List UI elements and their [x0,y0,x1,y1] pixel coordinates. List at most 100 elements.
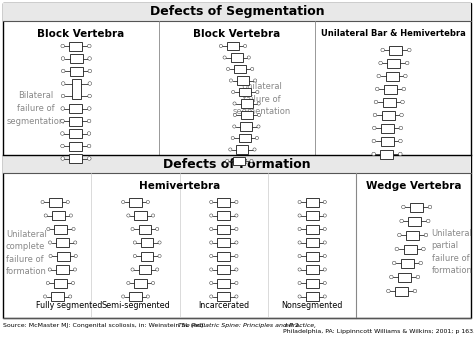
Circle shape [88,94,91,98]
Circle shape [88,44,91,48]
Bar [406,231,419,239]
Bar [234,65,246,73]
Circle shape [47,227,50,231]
Text: Incarcerated: Incarcerated [198,301,249,311]
Circle shape [403,74,407,78]
Circle shape [428,205,432,209]
Bar [135,211,147,220]
Circle shape [235,268,238,271]
Circle shape [235,281,238,285]
Circle shape [152,214,155,217]
Circle shape [88,69,91,73]
Bar [306,292,319,301]
Text: Bilateral
failure of
segmentation: Bilateral failure of segmentation [7,91,65,126]
Circle shape [233,113,237,116]
Bar [381,137,393,145]
Bar [3,3,471,21]
Circle shape [210,214,213,217]
Circle shape [377,74,381,78]
Circle shape [233,125,236,128]
Circle shape [210,281,213,285]
Bar [239,88,251,96]
Circle shape [121,295,125,298]
Circle shape [323,295,327,298]
Circle shape [323,255,327,258]
Circle shape [88,107,91,110]
Circle shape [424,233,428,237]
Circle shape [87,132,91,135]
Circle shape [87,119,91,123]
Circle shape [231,136,234,139]
Bar [49,197,62,207]
Text: Unilateral
complete
failure of
formation: Unilateral complete failure of formation [6,230,47,276]
Bar [306,251,319,261]
Bar [69,116,82,126]
Circle shape [66,201,69,204]
Text: Wedge Vertebra: Wedge Vertebra [366,181,461,191]
Circle shape [298,255,301,258]
Bar [218,292,230,301]
Circle shape [61,119,64,123]
Circle shape [390,275,393,279]
Circle shape [399,139,402,143]
Circle shape [210,241,213,244]
Circle shape [401,205,405,209]
Bar [395,287,408,295]
Bar [227,42,239,50]
Circle shape [48,268,51,271]
Circle shape [61,94,65,98]
Circle shape [44,295,46,298]
Circle shape [257,125,260,128]
Text: Defects of Segmentation: Defects of Segmentation [150,6,324,18]
Circle shape [69,214,73,217]
Circle shape [61,132,64,135]
Circle shape [61,44,64,48]
Circle shape [62,82,65,85]
Bar [218,251,230,261]
Circle shape [133,255,137,258]
Bar [383,97,396,107]
Circle shape [121,201,125,204]
Circle shape [227,67,229,71]
Bar [240,122,252,131]
Circle shape [255,136,258,139]
Circle shape [235,201,238,204]
Circle shape [416,275,419,279]
Text: Nonsegmented: Nonsegmented [282,301,343,311]
Circle shape [210,255,213,258]
Bar [384,84,397,94]
Circle shape [69,295,72,298]
Bar [231,53,243,62]
Circle shape [62,69,65,73]
Circle shape [226,160,229,163]
Circle shape [374,100,378,104]
Bar [54,279,67,287]
Circle shape [232,90,235,94]
Bar [237,76,249,85]
Circle shape [323,227,327,231]
Bar [70,154,82,163]
Text: Block Vertebra: Block Vertebra [193,29,281,39]
Circle shape [257,113,261,116]
Bar [129,197,142,207]
Circle shape [223,56,226,59]
Bar [237,145,248,154]
Bar [141,251,154,261]
Circle shape [427,219,430,223]
Circle shape [87,144,91,148]
Bar [218,238,230,247]
Text: Unilateral
failure of
segmentation: Unilateral failure of segmentation [233,82,291,116]
Circle shape [235,241,238,244]
Bar [70,54,83,63]
Circle shape [247,56,250,59]
Bar [410,203,423,211]
Circle shape [253,148,256,151]
Circle shape [127,281,130,285]
Circle shape [250,160,253,163]
Circle shape [61,157,64,160]
Circle shape [74,255,77,258]
Circle shape [88,157,91,160]
Text: Unilateral Bar & Hemivertebra: Unilateral Bar & Hemivertebra [320,30,465,38]
Circle shape [375,87,379,91]
Bar [241,111,253,119]
